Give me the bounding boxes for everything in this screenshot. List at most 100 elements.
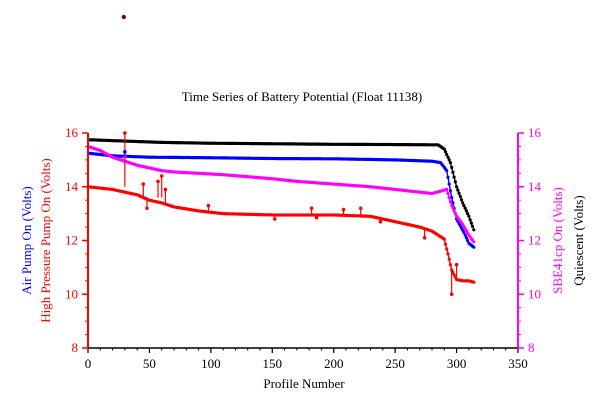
high_pressure_pump-point: [445, 247, 449, 251]
quiescent-point: [461, 201, 465, 205]
quiescent-point: [448, 161, 452, 165]
left-tick-label: 12: [65, 233, 78, 248]
quiescent-point: [453, 180, 457, 184]
sbe41cp-point: [451, 206, 455, 210]
stray-marker: [121, 14, 127, 20]
quiescent-point: [445, 152, 449, 157]
left-tick-label: 10: [65, 286, 78, 301]
air_pump-point: [450, 195, 454, 200]
x-tick-label: 350: [508, 356, 528, 371]
high_pressure_pump-spike-point: [163, 187, 168, 192]
quiescent-point: [472, 228, 476, 232]
air_pump-point: [448, 189, 452, 193]
high_pressure_pump-point: [448, 263, 452, 267]
high-pressure-pump-axis-title: High Pressure Pump On (Volts): [38, 158, 53, 322]
air-pump-axis-title: Air Pump On (Volts): [19, 186, 34, 294]
air_pump-point: [464, 236, 468, 240]
quiescent-point: [443, 150, 448, 154]
quiescent-point: [458, 194, 462, 198]
quiescent-point: [446, 155, 450, 159]
high_pressure_pump-spike-point: [422, 236, 427, 240]
sbe41cp-point: [453, 212, 457, 216]
high_pressure_pump-spike-point: [378, 219, 383, 224]
air_pump-point: [447, 182, 451, 186]
right-tick-label: 12: [528, 233, 541, 248]
quiescent-point: [469, 221, 473, 225]
sbe41cp-series: [87, 145, 476, 244]
high_pressure_pump-spike-point: [454, 262, 459, 267]
quiescent-series: [87, 138, 476, 232]
plot-area: [87, 131, 476, 297]
high_pressure_pump-spike-point: [206, 203, 211, 208]
quiescent-point: [456, 188, 460, 192]
air_pump-point: [466, 238, 470, 243]
high_pressure_pump-spike-point: [449, 292, 454, 297]
quiescent-point: [457, 191, 461, 195]
high_pressure_pump-spike-point: [156, 179, 160, 184]
high_pressure_pump-spike-point: [309, 206, 314, 211]
air_pump-point: [446, 175, 450, 179]
x-axis-title: Profile Number: [263, 376, 345, 391]
quiescent-point: [464, 209, 468, 213]
air_pump-point: [472, 245, 476, 249]
quiescent-point: [459, 198, 464, 202]
quiescent-point: [442, 147, 446, 151]
high_pressure_pump-point: [442, 237, 446, 241]
high_pressure_pump-spike-point: [159, 174, 164, 178]
quiescent-point: [470, 224, 475, 228]
quiescent-point: [450, 165, 454, 169]
x-tick-label: 250: [385, 356, 405, 371]
high_pressure_pump-series: [87, 185, 476, 284]
air_pump-point: [445, 169, 449, 173]
right-tick-label: 16: [528, 125, 542, 140]
air_pump-point: [462, 230, 466, 234]
quiescent-point: [455, 185, 459, 189]
high_pressure_pump-line: [87, 186, 474, 283]
air_pump-series: [87, 151, 476, 249]
high_pressure_pump-spike-point: [341, 207, 346, 212]
chart-title: Time Series of Battery Potential (Float …: [182, 89, 422, 104]
sbe41cp-point: [450, 204, 454, 208]
air_pump-point: [451, 201, 455, 205]
quiescent-point: [462, 204, 466, 208]
quiescent-point: [466, 212, 470, 216]
left-tick-label: 14: [65, 179, 79, 194]
quiescent-point: [467, 214, 471, 218]
quiescent-point: [447, 158, 451, 162]
air_pump-spike-point: [123, 150, 127, 154]
high_pressure_pump-point: [472, 280, 476, 284]
sbe41cp-point: [452, 209, 456, 213]
sbe41cp-spike-point: [123, 155, 127, 159]
sbe41cp-axis-title: SBE41cp On (Volts): [550, 187, 565, 294]
x-tick-label: 150: [263, 356, 283, 371]
sbe41cp-point: [472, 240, 476, 244]
left-tick-label: 16: [65, 125, 79, 140]
high_pressure_pump-spike-point: [272, 217, 277, 221]
high_pressure_pump-spike-point: [314, 215, 319, 220]
high_pressure_pump-point: [447, 257, 451, 261]
quiescent-axis-title: Quiescent (Volts): [571, 195, 586, 285]
quiescent-point: [468, 218, 472, 222]
high_pressure_pump-spike-point: [145, 206, 149, 211]
high_pressure_pump-spike-point: [123, 131, 127, 135]
right-tick-label: 10: [528, 286, 541, 301]
x-tick-label: 200: [324, 356, 344, 371]
quiescent-point: [452, 175, 456, 179]
quiescent-point: [463, 206, 467, 210]
x-tick-label: 0: [85, 356, 92, 371]
x-tick-label: 100: [201, 356, 221, 371]
quiescent-point: [451, 170, 455, 174]
sbe41cp-point: [448, 199, 452, 204]
high_pressure_pump-spike-point: [358, 206, 363, 211]
high_pressure_pump-spike-point: [141, 182, 146, 186]
right-tick-label: 8: [528, 340, 535, 355]
air_pump-point: [463, 233, 467, 237]
sbe41cp-point: [445, 187, 449, 191]
sbe41cp-point: [447, 195, 451, 200]
right-tick-label: 14: [528, 179, 542, 194]
high_pressure_pump-point: [446, 252, 450, 256]
x-tick-label: 300: [447, 356, 467, 371]
sbe41cp-point: [446, 191, 450, 196]
